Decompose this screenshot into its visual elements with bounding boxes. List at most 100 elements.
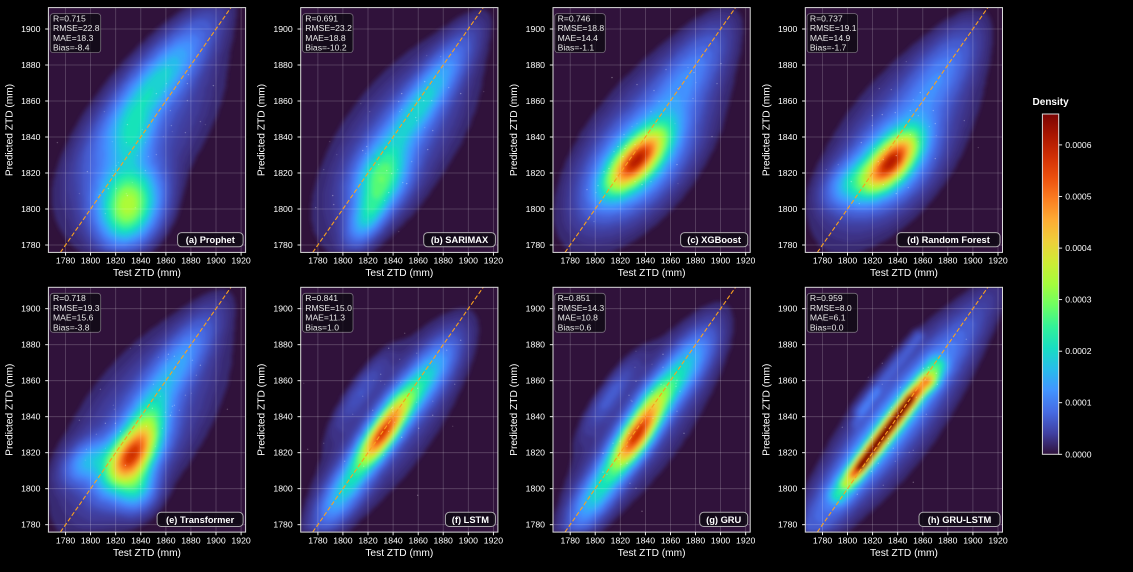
- svg-text:RMSE=14.3: RMSE=14.3: [558, 303, 605, 313]
- svg-text:Predicted ZTD (mm): Predicted ZTD (mm): [257, 84, 268, 176]
- svg-text:1800: 1800: [526, 484, 545, 494]
- svg-text:1820: 1820: [21, 448, 40, 458]
- svg-text:1900: 1900: [711, 256, 730, 266]
- svg-text:1820: 1820: [106, 256, 125, 266]
- svg-text:1800: 1800: [21, 204, 40, 214]
- svg-text:Predicted ZTD (mm): Predicted ZTD (mm): [4, 364, 15, 456]
- svg-text:Test ZTD (mm): Test ZTD (mm): [113, 268, 181, 279]
- svg-text:1880: 1880: [434, 535, 453, 545]
- svg-text:1780: 1780: [561, 256, 580, 266]
- svg-text:(e) Transformer: (e) Transformer: [166, 515, 235, 525]
- svg-text:1800: 1800: [778, 484, 797, 494]
- svg-text:1880: 1880: [273, 340, 292, 350]
- svg-text:1860: 1860: [661, 256, 680, 266]
- svg-text:Test ZTD (mm): Test ZTD (mm): [618, 548, 686, 559]
- svg-text:R=0.851: R=0.851: [558, 293, 591, 303]
- svg-text:1880: 1880: [21, 60, 40, 70]
- svg-text:Bias=-3.8: Bias=-3.8: [53, 322, 90, 332]
- svg-text:Bias=-1.1: Bias=-1.1: [558, 43, 595, 53]
- svg-text:R=0.737: R=0.737: [810, 14, 843, 24]
- svg-text:1820: 1820: [863, 256, 882, 266]
- svg-text:1860: 1860: [21, 96, 40, 106]
- svg-text:0.0004: 0.0004: [1065, 243, 1092, 253]
- svg-text:1860: 1860: [409, 535, 428, 545]
- svg-text:1840: 1840: [778, 132, 797, 142]
- svg-text:1900: 1900: [778, 24, 797, 34]
- svg-text:1820: 1820: [273, 448, 292, 458]
- svg-text:Bias=1.0: Bias=1.0: [305, 322, 339, 332]
- svg-text:1880: 1880: [181, 535, 200, 545]
- svg-text:1780: 1780: [813, 256, 832, 266]
- svg-text:1860: 1860: [526, 376, 545, 386]
- svg-text:1840: 1840: [888, 535, 907, 545]
- svg-text:1780: 1780: [778, 520, 797, 530]
- svg-text:(d) Random Forest: (d) Random Forest: [907, 235, 990, 245]
- svg-text:Predicted ZTD (mm): Predicted ZTD (mm): [509, 364, 520, 456]
- svg-text:MAE=11.3: MAE=11.3: [305, 313, 345, 323]
- svg-text:1860: 1860: [273, 96, 292, 106]
- svg-text:1840: 1840: [383, 256, 402, 266]
- svg-text:1860: 1860: [661, 535, 680, 545]
- svg-text:1800: 1800: [526, 204, 545, 214]
- svg-text:R=0.718: R=0.718: [53, 293, 86, 303]
- svg-text:1840: 1840: [888, 256, 907, 266]
- svg-text:1900: 1900: [711, 535, 730, 545]
- svg-text:1860: 1860: [778, 376, 797, 386]
- svg-text:1780: 1780: [526, 520, 545, 530]
- svg-text:1820: 1820: [611, 256, 630, 266]
- svg-text:1840: 1840: [273, 132, 292, 142]
- svg-text:1920: 1920: [736, 256, 755, 266]
- svg-text:1800: 1800: [778, 204, 797, 214]
- svg-text:0.0003: 0.0003: [1065, 295, 1092, 305]
- svg-text:Test ZTD (mm): Test ZTD (mm): [870, 548, 938, 559]
- svg-text:RMSE=18.8: RMSE=18.8: [558, 23, 605, 33]
- svg-text:1820: 1820: [526, 168, 545, 178]
- svg-text:1800: 1800: [21, 484, 40, 494]
- svg-text:MAE=14.9: MAE=14.9: [810, 33, 851, 43]
- svg-text:Test ZTD (mm): Test ZTD (mm): [618, 268, 686, 279]
- svg-text:1900: 1900: [963, 256, 982, 266]
- svg-text:1780: 1780: [273, 240, 292, 250]
- svg-text:1900: 1900: [778, 304, 797, 314]
- svg-text:1840: 1840: [383, 535, 402, 545]
- svg-text:Predicted ZTD (mm): Predicted ZTD (mm): [761, 364, 772, 456]
- svg-text:1840: 1840: [636, 256, 655, 266]
- svg-text:1780: 1780: [56, 256, 75, 266]
- svg-text:1840: 1840: [526, 132, 545, 142]
- svg-text:1820: 1820: [106, 535, 125, 545]
- svg-text:1800: 1800: [273, 204, 292, 214]
- svg-text:1780: 1780: [561, 535, 580, 545]
- svg-text:1840: 1840: [131, 256, 150, 266]
- svg-text:1860: 1860: [526, 96, 545, 106]
- svg-text:1800: 1800: [586, 256, 605, 266]
- svg-text:1840: 1840: [131, 535, 150, 545]
- svg-text:1860: 1860: [21, 376, 40, 386]
- svg-text:1900: 1900: [273, 304, 292, 314]
- svg-text:1900: 1900: [21, 304, 40, 314]
- svg-text:1820: 1820: [863, 535, 882, 545]
- svg-text:1820: 1820: [358, 256, 377, 266]
- svg-text:1800: 1800: [333, 535, 352, 545]
- svg-text:1800: 1800: [838, 256, 857, 266]
- svg-text:1800: 1800: [273, 484, 292, 494]
- svg-text:1880: 1880: [938, 256, 957, 266]
- svg-text:1900: 1900: [526, 304, 545, 314]
- svg-text:1880: 1880: [686, 256, 705, 266]
- svg-text:1900: 1900: [963, 535, 982, 545]
- svg-text:RMSE=22.8: RMSE=22.8: [53, 23, 100, 33]
- svg-text:1900: 1900: [459, 256, 478, 266]
- svg-text:1880: 1880: [434, 256, 453, 266]
- svg-text:1920: 1920: [988, 535, 1007, 545]
- svg-text:(b) SARIMAX: (b) SARIMAX: [431, 235, 489, 245]
- svg-text:1920: 1920: [988, 256, 1007, 266]
- svg-text:1820: 1820: [778, 168, 797, 178]
- svg-text:1840: 1840: [636, 535, 655, 545]
- svg-text:1820: 1820: [526, 448, 545, 458]
- svg-text:1880: 1880: [526, 60, 545, 70]
- svg-text:1880: 1880: [778, 340, 797, 350]
- svg-text:Bias=0.6: Bias=0.6: [558, 322, 592, 332]
- svg-text:RMSE=8.0: RMSE=8.0: [810, 303, 852, 313]
- svg-text:1840: 1840: [526, 412, 545, 422]
- svg-text:1880: 1880: [778, 60, 797, 70]
- svg-text:1840: 1840: [21, 412, 40, 422]
